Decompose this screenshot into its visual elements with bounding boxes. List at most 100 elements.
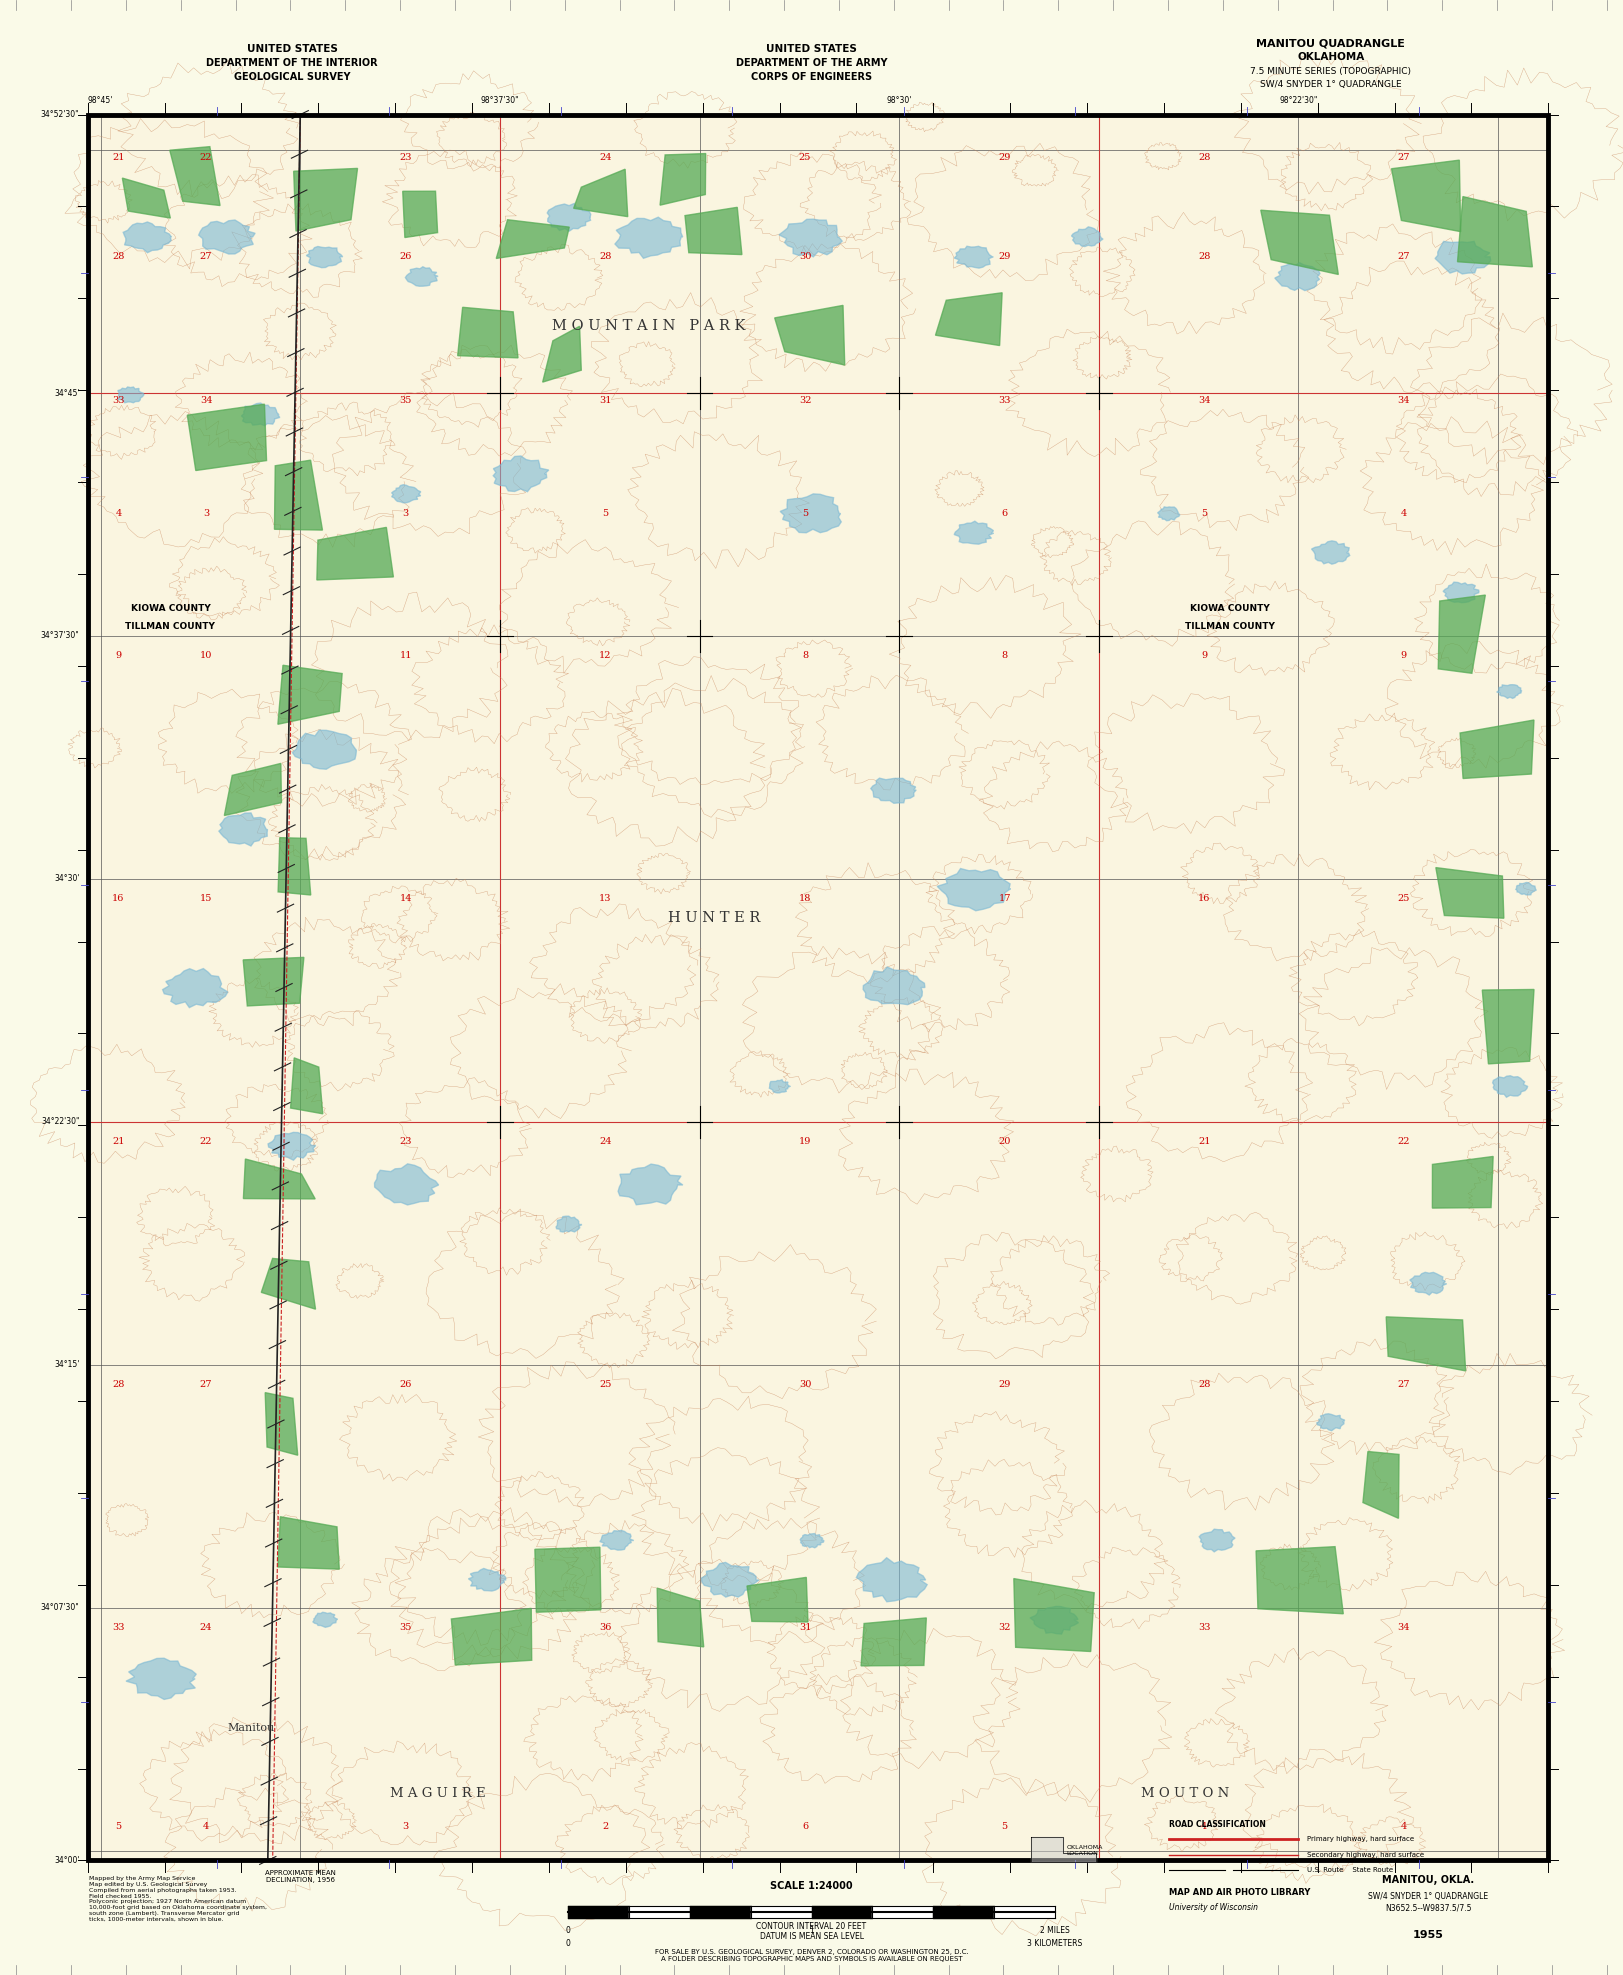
Text: SW/4 SNYDER 1° QUADRANGLE: SW/4 SNYDER 1° QUADRANGLE xyxy=(1368,1892,1488,1900)
Text: KIOWA COUNTY: KIOWA COUNTY xyxy=(130,604,211,612)
Text: 98°22'30": 98°22'30" xyxy=(1279,95,1318,105)
Text: 29: 29 xyxy=(998,154,1011,162)
Polygon shape xyxy=(261,1258,315,1309)
Text: 26: 26 xyxy=(399,1381,412,1388)
Polygon shape xyxy=(573,170,628,217)
Text: 33: 33 xyxy=(112,1623,125,1631)
Text: 36: 36 xyxy=(599,1623,612,1631)
Text: UNITED STATES: UNITED STATES xyxy=(247,43,338,55)
Polygon shape xyxy=(1256,1546,1344,1614)
Polygon shape xyxy=(863,968,925,1005)
Text: CONTOUR INTERVAL 20 FEET
DATUM IS MEAN SEA LEVEL: CONTOUR INTERVAL 20 FEET DATUM IS MEAN S… xyxy=(756,1922,867,1941)
Text: SW/4 SNYDER 1° QUADRANGLE: SW/4 SNYDER 1° QUADRANGLE xyxy=(1259,81,1402,89)
Text: 30: 30 xyxy=(799,253,812,261)
Text: 28: 28 xyxy=(112,253,125,261)
Text: 12: 12 xyxy=(599,652,612,660)
Polygon shape xyxy=(316,527,393,581)
Text: 25: 25 xyxy=(599,1381,612,1388)
Text: 20: 20 xyxy=(998,1138,1011,1146)
Text: 16: 16 xyxy=(112,895,125,903)
Text: 28: 28 xyxy=(1198,1381,1211,1388)
Polygon shape xyxy=(774,306,844,365)
Polygon shape xyxy=(615,217,683,259)
Text: 98°45': 98°45' xyxy=(88,95,114,105)
Text: 25: 25 xyxy=(799,154,812,162)
Text: 27: 27 xyxy=(200,1381,213,1388)
Text: KIOWA COUNTY: KIOWA COUNTY xyxy=(1190,604,1271,612)
Polygon shape xyxy=(779,219,842,257)
Polygon shape xyxy=(292,731,357,768)
Text: 24: 24 xyxy=(200,1623,213,1631)
Polygon shape xyxy=(278,837,310,895)
Polygon shape xyxy=(1031,1606,1079,1633)
Text: 26: 26 xyxy=(399,253,412,261)
Polygon shape xyxy=(1014,1578,1094,1651)
Polygon shape xyxy=(601,1531,635,1550)
Text: OKLAHOMA
LOCATION: OKLAHOMA LOCATION xyxy=(1066,1845,1102,1856)
Text: H U N T E R: H U N T E R xyxy=(669,910,760,926)
Polygon shape xyxy=(493,456,549,492)
Polygon shape xyxy=(657,1588,704,1647)
Text: 5: 5 xyxy=(1201,510,1208,517)
Polygon shape xyxy=(954,521,993,545)
Polygon shape xyxy=(557,1217,583,1232)
Text: 10: 10 xyxy=(200,652,213,660)
Text: 34: 34 xyxy=(1397,1623,1410,1631)
Text: 25: 25 xyxy=(1397,895,1410,903)
Text: MAP AND AIR PHOTO LIBRARY: MAP AND AIR PHOTO LIBRARY xyxy=(1169,1888,1310,1896)
Text: 13: 13 xyxy=(599,895,612,903)
Text: 4: 4 xyxy=(1401,1823,1407,1831)
Polygon shape xyxy=(122,178,170,217)
Text: 28: 28 xyxy=(1198,253,1211,261)
Text: 34°15': 34°15' xyxy=(54,1361,80,1369)
Text: 28: 28 xyxy=(599,253,612,261)
Text: 22: 22 xyxy=(1397,1138,1410,1146)
Polygon shape xyxy=(769,1080,790,1092)
Polygon shape xyxy=(1261,209,1339,275)
Polygon shape xyxy=(781,494,841,533)
Polygon shape xyxy=(162,968,227,1007)
Text: 21: 21 xyxy=(112,1138,125,1146)
Text: 33: 33 xyxy=(1198,1623,1211,1631)
Text: 3 KILOMETERS: 3 KILOMETERS xyxy=(1027,1939,1083,1949)
Polygon shape xyxy=(1438,594,1485,673)
Text: 22: 22 xyxy=(200,1138,213,1146)
Polygon shape xyxy=(469,1568,506,1592)
Polygon shape xyxy=(451,1608,532,1665)
Text: 27: 27 xyxy=(200,253,213,261)
Polygon shape xyxy=(219,814,268,845)
Text: M O U N T A I N   P A R K: M O U N T A I N P A R K xyxy=(552,318,747,334)
Polygon shape xyxy=(685,207,742,255)
Polygon shape xyxy=(1363,1452,1399,1519)
Text: 9: 9 xyxy=(1401,652,1407,660)
Polygon shape xyxy=(1157,508,1180,521)
Text: ROAD CLASSIFICATION: ROAD CLASSIFICATION xyxy=(1169,1821,1266,1829)
Polygon shape xyxy=(497,219,570,259)
Polygon shape xyxy=(1199,1529,1235,1552)
Text: 1: 1 xyxy=(810,1926,813,1936)
Polygon shape xyxy=(872,778,917,804)
Polygon shape xyxy=(935,292,1001,346)
Text: MANITOU QUADRANGLE: MANITOU QUADRANGLE xyxy=(1256,38,1406,49)
Polygon shape xyxy=(391,484,420,504)
Text: 34: 34 xyxy=(1397,397,1410,405)
Bar xyxy=(88,115,1548,1860)
Text: 5: 5 xyxy=(1001,1823,1008,1831)
Text: 28: 28 xyxy=(1198,154,1211,162)
Text: 0: 0 xyxy=(565,1926,571,1936)
Text: 2 MILES: 2 MILES xyxy=(1040,1926,1070,1936)
Polygon shape xyxy=(547,203,591,231)
Polygon shape xyxy=(542,326,581,381)
Text: OKLAHOMA: OKLAHOMA xyxy=(1297,51,1365,63)
Text: 17: 17 xyxy=(998,895,1011,903)
Polygon shape xyxy=(800,1533,824,1548)
Text: N3652.5--W9837.5/7.5: N3652.5--W9837.5/7.5 xyxy=(1384,1904,1472,1912)
Polygon shape xyxy=(936,869,1011,910)
Text: 5: 5 xyxy=(602,510,609,517)
Text: 4: 4 xyxy=(1201,1823,1208,1831)
Text: 28: 28 xyxy=(112,1381,125,1388)
Polygon shape xyxy=(1433,1157,1493,1209)
Text: 30: 30 xyxy=(799,1381,812,1388)
Polygon shape xyxy=(243,958,304,1005)
Text: 16: 16 xyxy=(1198,895,1211,903)
